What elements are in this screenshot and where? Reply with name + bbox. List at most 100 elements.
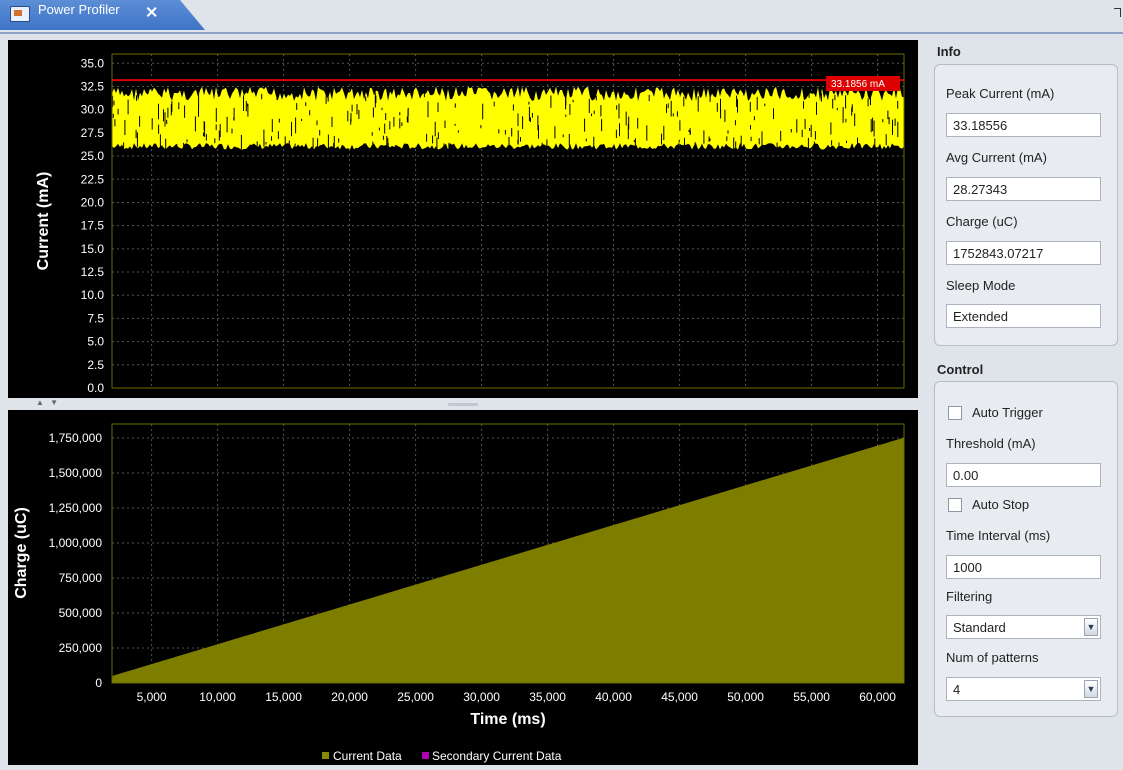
num-patterns-select[interactable]: 4 ▼ <box>946 677 1101 701</box>
x-tick-label: 30,000 <box>463 690 500 704</box>
sleep-mode-field[interactable]: Extended <box>946 304 1101 328</box>
sash-grip[interactable] <box>448 403 478 406</box>
trace-noise <box>709 138 711 141</box>
trace-noise <box>434 121 436 137</box>
trace-noise <box>720 98 721 114</box>
close-icon[interactable]: ⨯ <box>145 4 159 21</box>
tab-power-profiler[interactable]: Power Profiler ⨯ <box>0 0 205 30</box>
trace-noise <box>584 118 586 132</box>
trace-noise <box>618 103 620 119</box>
trace-noise <box>165 138 167 154</box>
trace-noise <box>374 92 376 108</box>
trace-noise <box>541 142 543 147</box>
collapse-arrows-icon[interactable]: ▲ ▼ <box>36 398 61 407</box>
trace-noise <box>378 127 380 131</box>
trace-noise <box>301 118 303 121</box>
restore-icon[interactable] <box>1114 8 1121 17</box>
time-interval-field[interactable]: 1000 <box>946 555 1101 579</box>
trace-noise <box>271 119 273 132</box>
trace-noise <box>504 130 506 135</box>
trace-noise <box>482 103 484 120</box>
charge-chart: 1,750,000 1,500,000 1,250,000 1,000,000 750,… <box>8 410 918 765</box>
trace-noise <box>358 109 360 119</box>
trace-noise <box>872 117 874 132</box>
trace-noise <box>457 130 459 133</box>
x-tick-label: 45,000 <box>661 690 698 704</box>
trace-noise <box>830 122 832 135</box>
trace-noise <box>385 113 387 121</box>
trace-noise <box>727 130 729 134</box>
trace-noise <box>178 102 180 110</box>
split-sash[interactable]: ▲ ▼ <box>8 398 918 410</box>
trace-noise <box>562 134 564 138</box>
trace-noise <box>333 136 335 151</box>
trace-noise <box>773 108 774 120</box>
trace-noise <box>619 123 620 137</box>
trace-noise <box>616 105 618 110</box>
trace-noise <box>897 100 899 109</box>
trace-noise <box>796 119 798 133</box>
current-trace <box>112 86 904 150</box>
charge-label: Charge (uC) <box>946 214 1018 229</box>
trace-noise <box>801 129 803 138</box>
trace-noise <box>444 120 446 128</box>
trace-noise <box>333 143 335 150</box>
auto-stop-checkbox[interactable] <box>948 498 962 512</box>
trace-noise <box>245 101 247 112</box>
trace-noise <box>247 103 249 107</box>
trace-noise <box>386 136 388 148</box>
trace-noise <box>117 108 119 115</box>
chevron-down-icon[interactable]: ▼ <box>1084 680 1098 698</box>
trace-noise <box>694 142 696 153</box>
trace-noise <box>854 113 856 127</box>
trace-noise <box>667 103 669 109</box>
trace-noise <box>243 95 244 111</box>
peak-current-field[interactable]: 33.18556 <box>946 113 1101 137</box>
trace-noise <box>381 107 383 111</box>
trace-noise <box>170 104 172 116</box>
trace-noise <box>813 141 815 153</box>
trace-noise <box>183 142 185 159</box>
trace-noise <box>163 109 164 122</box>
trace-noise <box>454 123 456 126</box>
trace-noise <box>291 121 292 137</box>
auto-trigger-checkbox[interactable] <box>948 406 962 420</box>
avg-current-label: Avg Current (mA) <box>946 150 1047 165</box>
threshold-field[interactable]: 0.00 <box>946 463 1101 487</box>
info-group <box>934 64 1118 346</box>
y-tick-label: 15.0 <box>81 242 105 256</box>
chevron-down-icon[interactable]: ▼ <box>1084 618 1098 636</box>
trace-noise <box>756 96 758 111</box>
trace-noise <box>753 116 755 121</box>
trace-noise <box>263 138 265 147</box>
window-icon <box>10 6 30 22</box>
current-chart: 33.1856 mA 35.0 32.5 30.0 27.5 25.0 22.5 20.0 1… <box>8 40 918 398</box>
y-tick-label: 1,750,000 <box>49 431 103 445</box>
trace-noise <box>159 134 161 149</box>
charge-field[interactable]: 1752843.07217 <box>946 241 1101 265</box>
trace-noise <box>808 93 810 98</box>
trace-noise <box>615 129 617 138</box>
trace-noise <box>838 142 840 150</box>
trace-noise <box>327 96 329 102</box>
auto-trigger-label[interactable]: Auto Trigger <box>972 405 1043 420</box>
trace-noise <box>493 101 495 107</box>
trace-noise <box>831 140 833 146</box>
trace-noise <box>288 140 290 146</box>
avg-current-field[interactable]: 28.27343 <box>946 177 1101 201</box>
trace-noise <box>407 109 409 123</box>
filtering-select[interactable]: Standard ▼ <box>946 615 1101 639</box>
trace-noise <box>678 139 680 143</box>
trace-noise <box>231 128 233 134</box>
trace-noise <box>426 133 428 142</box>
trace-noise <box>678 143 680 157</box>
trace-noise <box>776 142 778 150</box>
auto-stop-label[interactable]: Auto Stop <box>972 497 1030 512</box>
trace-noise <box>758 138 760 145</box>
trace-noise <box>593 136 595 150</box>
charge-axis-label: Charge (uC) <box>13 507 30 599</box>
plot-border <box>111 53 905 389</box>
legend-current-data: Current Data <box>333 749 402 763</box>
trace-noise <box>316 120 318 126</box>
trace-noise <box>528 101 530 105</box>
